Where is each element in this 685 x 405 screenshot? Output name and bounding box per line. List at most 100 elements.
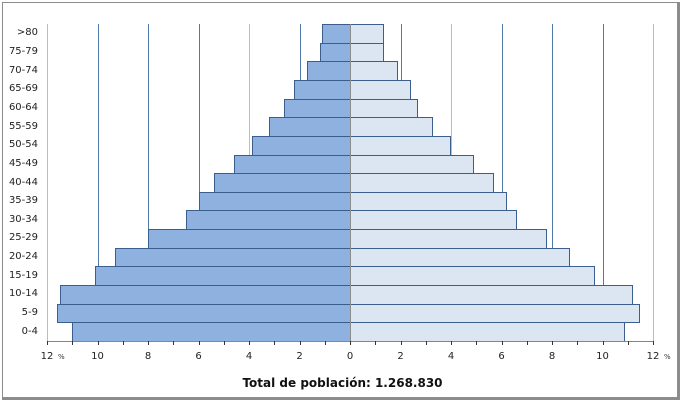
x-tick (628, 341, 629, 345)
gridline (98, 24, 99, 341)
x-tick (325, 341, 326, 345)
x-tick (502, 341, 503, 345)
bar-left-60-64 (284, 98, 350, 119)
x-tick (300, 341, 301, 345)
bar-left->80 (322, 24, 350, 44)
x-tick (72, 341, 73, 345)
bar-right-75-79 (350, 42, 385, 63)
x-tick-label: 10 (91, 351, 104, 362)
x-tick (375, 341, 376, 345)
bar-left-20-24 (115, 247, 350, 268)
x-axis-unit-left: % (58, 353, 65, 361)
category-label: >80 (16, 27, 38, 39)
bar-right-25-29 (350, 229, 547, 249)
gridline (502, 24, 503, 341)
category-label: 0-4 (21, 325, 38, 337)
x-tick (350, 341, 351, 345)
category-label: 25-29 (8, 232, 38, 244)
category-label: 15-19 (8, 269, 38, 281)
category-label: 10-14 (8, 288, 38, 300)
bar-left-35-39 (198, 191, 350, 212)
gridline (148, 24, 149, 341)
x-tick (653, 341, 654, 345)
x-tick (98, 341, 99, 345)
x-tick-label: 12 (646, 351, 660, 362)
category-label: 5-9 (21, 307, 38, 319)
x-tick (148, 341, 149, 345)
bar-right-35-39 (350, 191, 507, 212)
x-tick-label: 4 (245, 351, 253, 362)
x-tick (476, 341, 477, 345)
bar-left-30-34 (185, 210, 350, 231)
x-tick-label: 10 (596, 351, 609, 362)
bar-left-65-69 (294, 79, 350, 100)
bar-left-0-4 (72, 322, 350, 342)
bar-right-60-64 (350, 98, 419, 119)
category-label: 40-44 (8, 176, 38, 188)
gridline (653, 24, 654, 341)
x-tick-label: 2 (397, 351, 404, 362)
bar-right-50-54 (350, 135, 451, 156)
bar-right-40-44 (350, 173, 494, 193)
bar-right-45-49 (350, 154, 474, 175)
x-tick (123, 341, 124, 345)
x-tick-label: 8 (548, 351, 556, 362)
category-label: 75-79 (8, 45, 38, 57)
x-tick (401, 341, 402, 345)
bar-right-70-74 (350, 61, 398, 81)
bar-right->80 (350, 24, 385, 44)
x-tick (173, 341, 174, 345)
category-label: 70-74 (8, 64, 38, 76)
category-label: 50-54 (8, 139, 38, 151)
x-tick (47, 341, 48, 345)
x-tick (451, 341, 452, 345)
x-tick (249, 341, 250, 345)
bar-left-40-44 (213, 173, 350, 193)
x-tick-label: 12 (40, 351, 54, 362)
x-tick-label: 4 (447, 351, 455, 362)
category-label: 45-49 (8, 157, 38, 169)
x-tick-label: 2 (296, 351, 303, 362)
bar-left-50-54 (251, 135, 350, 156)
category-label: 55-59 (8, 120, 38, 132)
bar-right-5-9 (350, 303, 641, 324)
x-tick (603, 341, 604, 345)
bar-left-15-19 (94, 266, 350, 287)
bar-right-0-4 (350, 322, 626, 342)
bar-left-55-59 (269, 117, 350, 137)
gridline (552, 24, 553, 341)
bar-right-55-59 (350, 117, 434, 137)
bar-right-10-14 (350, 285, 633, 305)
gridline (199, 24, 200, 341)
gridline (47, 24, 48, 341)
category-label: 35-39 (8, 195, 38, 207)
bar-right-20-24 (350, 247, 570, 268)
bar-left-5-9 (57, 303, 350, 324)
category-label: 60-64 (8, 101, 38, 113)
chart-title: Total de población: 1.268.830 (242, 376, 443, 390)
gridline (603, 24, 604, 341)
x-tick (577, 341, 578, 345)
category-label: 20-24 (8, 251, 38, 263)
bar-right-15-19 (350, 266, 595, 287)
x-tick (224, 341, 225, 345)
x-tick-label: 6 (498, 351, 505, 362)
bar-right-30-34 (350, 210, 517, 231)
center-axis-line (350, 24, 351, 341)
x-tick-label: 0 (346, 351, 354, 362)
bar-left-25-29 (148, 229, 350, 249)
bar-right-65-69 (350, 79, 411, 100)
bar-left-45-49 (233, 154, 350, 175)
x-tick (274, 341, 275, 345)
x-tick (527, 341, 528, 345)
x-tick (199, 341, 200, 345)
category-label: 65-69 (8, 83, 38, 95)
x-tick-label: 8 (144, 351, 152, 362)
category-label: 30-34 (8, 213, 38, 225)
bar-left-70-74 (307, 61, 350, 81)
x-tick (426, 341, 427, 345)
bar-left-10-14 (59, 285, 350, 305)
bar-left-75-79 (319, 42, 350, 63)
x-tick (552, 341, 553, 345)
